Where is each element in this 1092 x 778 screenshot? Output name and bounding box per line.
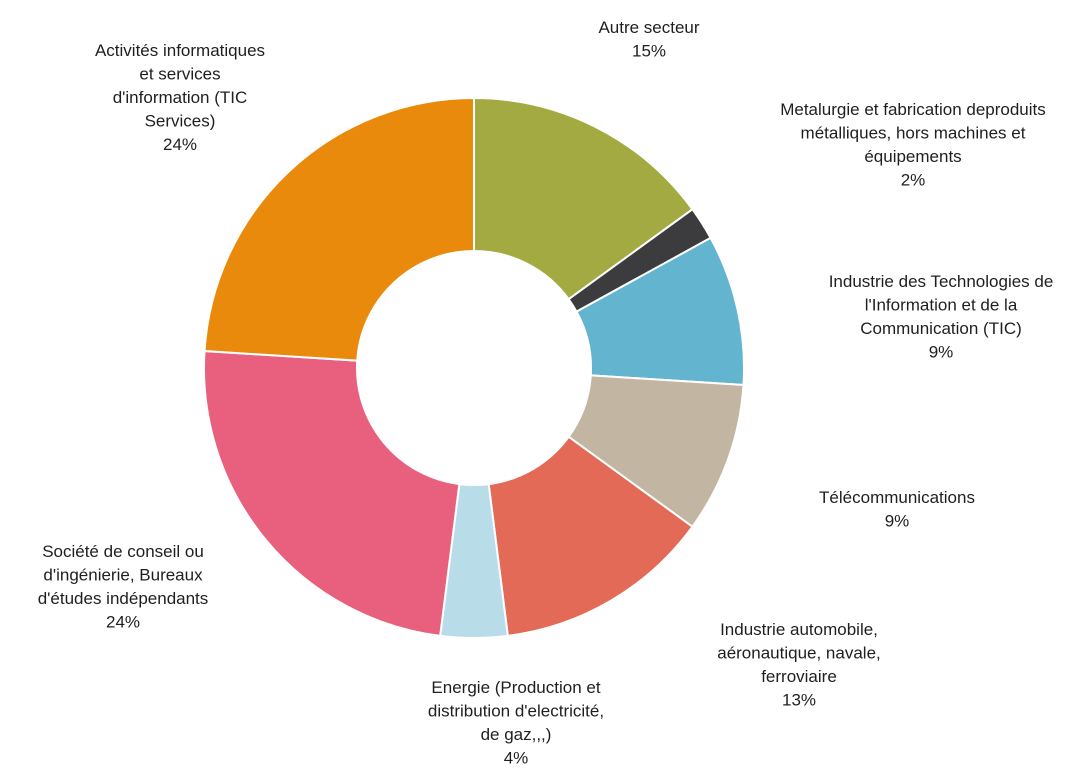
slice-value-label: 24% (106, 613, 140, 632)
slice-category-label: l'Information et de la (865, 296, 1018, 315)
slice-value-label: 15% (632, 42, 666, 61)
slice-label-1: Autre secteur 15% (598, 18, 699, 61)
slice-label-5: Industrie automobile, aéronautique, naval… (717, 620, 881, 710)
slice-value-label: 9% (929, 343, 954, 362)
slice-5 (487, 435, 694, 637)
slice-category-label: Services) (145, 112, 216, 131)
slice-value-label: 13% (782, 691, 816, 710)
slice-category-label: Metalurgie et fabrication deproduits (780, 100, 1046, 119)
slice-category-label: distribution d'electricité, (428, 702, 604, 721)
slice-label-3: Industrie des Technologies de l'Informati… (829, 272, 1054, 362)
slice-category-label: ferroviaire (761, 667, 837, 686)
slice-label-7: Société de conseil ou d'ingénierie, Burea… (38, 542, 209, 632)
slice-category-label: métalliques, hors machines et (801, 124, 1026, 143)
slice-category-label: aéronautique, navale, (717, 644, 881, 663)
slice-category-label: Société de conseil ou (42, 542, 204, 561)
slices-layer (203, 96, 745, 639)
slice-value-label: 9% (885, 512, 910, 531)
slice-category-label: Energie (Production et (431, 678, 600, 697)
slice-category-label: d'ingénierie, Bureaux (43, 566, 203, 585)
slice-label-6: Energie (Production et distribution d'ele… (428, 678, 604, 768)
slice-category-label: Télécommunications (819, 488, 975, 507)
slice-value-label: 4% (504, 749, 529, 768)
slice-category-label: Autre secteur (598, 18, 699, 37)
slice-label-4: Télécommunications 9% (819, 488, 975, 531)
slice-7 (203, 349, 461, 637)
slice-category-label: d'information (TIC (113, 88, 248, 107)
slice-category-label: Industrie automobile, (720, 620, 878, 639)
slice-8 (203, 96, 475, 362)
slice-value-label: 2% (901, 171, 926, 190)
labels-layer: Autre secteur 15% Metalurgie et fabricatio… (38, 18, 1054, 768)
slice-category-label: d'études indépendants (38, 589, 209, 608)
slice-category-label: Industrie des Technologies de (829, 272, 1054, 291)
slice-category-label: Communication (TIC) (860, 319, 1022, 338)
slice-category-label: et services (139, 65, 220, 84)
slice-category-label: Activités informatiques (95, 41, 265, 60)
slice-label-2: Metalurgie et fabrication deproduits méta… (780, 100, 1046, 190)
slice-value-label: 24% (163, 135, 197, 154)
slice-category-label: de gaz,,,) (481, 725, 552, 744)
slice-category-label: équipements (864, 147, 961, 166)
slice-label-8: Activités informatiques et services d'info… (95, 41, 265, 154)
